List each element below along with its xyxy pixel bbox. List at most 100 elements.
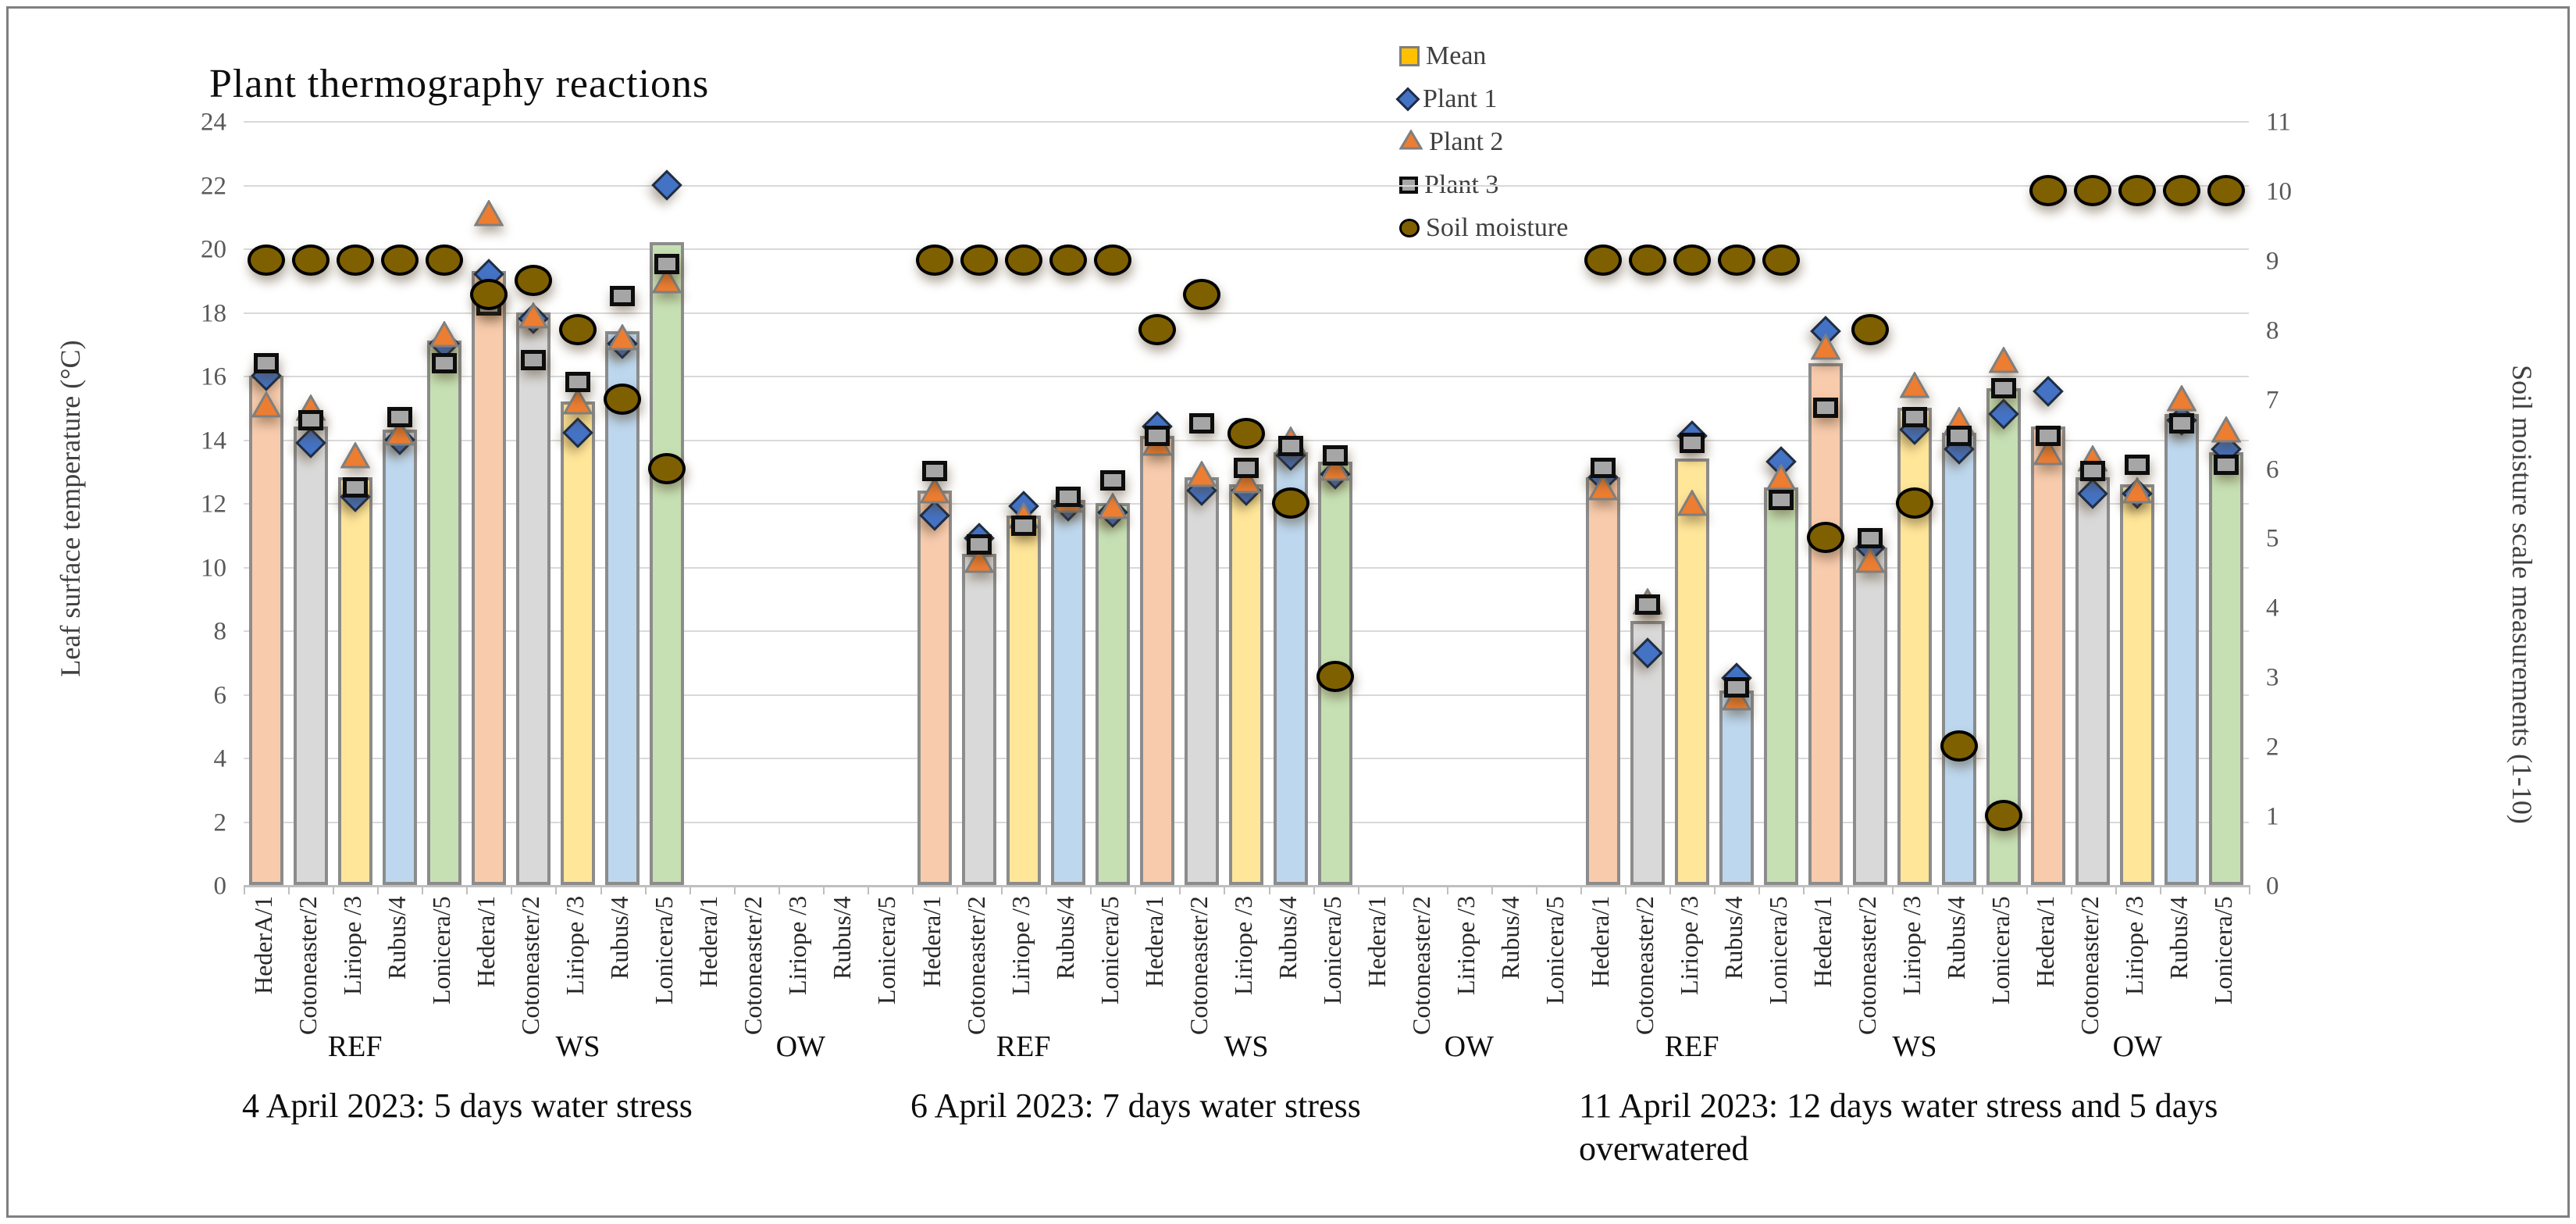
marker-plant3-square (921, 461, 947, 482)
treatment-label: WS (555, 1030, 600, 1063)
treatment-label: REF (1664, 1030, 1719, 1063)
axis-tick (288, 885, 290, 894)
marker-soil-circle (1896, 487, 1933, 519)
axis-tick (600, 885, 602, 894)
y-axis-tick-right: 0 (2266, 872, 2279, 901)
marker-soil-circle (2207, 174, 2246, 206)
bar-mean[interactable] (1674, 458, 1709, 885)
axis-tick (822, 885, 825, 894)
marker-soil-circle (1673, 244, 1711, 276)
marker-soil-circle (1227, 418, 1265, 450)
marker-soil-circle (1049, 244, 1087, 276)
bar-mean[interactable] (1006, 516, 1041, 885)
bar-mean[interactable] (515, 312, 550, 885)
axis-tick (644, 885, 647, 894)
bar-mean[interactable] (1050, 499, 1085, 885)
x-axis-line (244, 885, 2249, 887)
bar-mean[interactable] (248, 376, 283, 885)
marker-plant2-triangle (1186, 460, 1217, 491)
axis-tick (244, 885, 245, 894)
y-axis-tick-left: 14 (201, 426, 226, 455)
legend-item-mean[interactable]: Mean (1399, 34, 1568, 77)
bar-mean[interactable] (293, 426, 328, 885)
marker-plant2-triangle (964, 546, 995, 577)
marker-soil-circle (559, 313, 597, 345)
legend-item-plant1[interactable]: Plant 1 (1395, 77, 1568, 120)
bar-mean[interactable] (382, 430, 417, 885)
bar-mean[interactable] (2209, 451, 2244, 885)
axis-tick (2204, 885, 2206, 894)
marker-soil-circle (291, 244, 330, 276)
marker-plant3-square (253, 352, 279, 373)
axis-tick (1580, 885, 1582, 894)
y-axis-tick-left: 2 (213, 808, 227, 837)
y-axis-tick-left: 0 (213, 872, 227, 901)
marker-plant2-triangle (2211, 416, 2243, 447)
category-label: Lonicera/5 (872, 896, 901, 1005)
bar-mean[interactable] (1274, 451, 1309, 885)
y-axis-tick-left: 8 (213, 617, 227, 646)
y-axis-tick-left: 4 (213, 744, 227, 773)
marker-soil-circle (336, 244, 374, 276)
bar-mean[interactable] (2031, 426, 2066, 885)
bar-mean[interactable] (2075, 477, 2111, 885)
category-label: Rubus/4 (605, 896, 634, 980)
legend-item-soil[interactable]: Soil moisture (1399, 206, 1568, 249)
category-label: Cotoneaster/2 (1407, 896, 1436, 1035)
category-label: Cotoneaster/2 (293, 896, 322, 1035)
bar-mean[interactable] (605, 330, 640, 885)
bar-mean[interactable] (1852, 548, 1887, 885)
bar-mean[interactable] (1585, 477, 1620, 885)
bar-mean[interactable] (2164, 413, 2200, 885)
marker-soil-circle (2074, 174, 2112, 206)
marker-plant3-square (298, 410, 323, 431)
bar-mean[interactable] (1184, 477, 1219, 885)
bar-mean[interactable] (1139, 436, 1174, 885)
marker-plant3-square (1590, 458, 1616, 479)
bar-mean[interactable] (650, 241, 685, 885)
bar-mean[interactable] (1229, 484, 1263, 885)
bar-mean[interactable] (1763, 487, 1798, 885)
axis-tick (2115, 885, 2117, 894)
category-label: Hedera/1 (694, 896, 723, 988)
gridline (244, 184, 2249, 187)
bar-mean[interactable] (426, 341, 461, 885)
bar-mean[interactable] (917, 490, 952, 885)
bar-mean[interactable] (1942, 433, 1977, 885)
bar-mean[interactable] (1095, 503, 1130, 885)
legend-item-plant2[interactable]: Plant 2 (1398, 120, 1568, 163)
marker-plant2-triangle (1320, 454, 1351, 485)
bar-mean[interactable] (1808, 362, 1843, 885)
marker-plant2-triangle (1765, 463, 1797, 494)
marker-soil-circle (1940, 730, 1979, 762)
bar-mean[interactable] (471, 270, 506, 885)
marker-soil-circle (1985, 800, 2023, 832)
bar-mean[interactable] (337, 477, 372, 885)
bar-mean[interactable] (1897, 407, 1932, 885)
axis-tick (1357, 885, 1359, 894)
marker-plant2-triangle (2033, 437, 2064, 469)
y-axis-tick-right: 2 (2266, 733, 2279, 762)
marker-plant2-triangle (384, 419, 415, 450)
axis-tick (1981, 885, 1983, 894)
axis-tick (1446, 885, 1448, 894)
y-axis-tick-right: 4 (2266, 594, 2279, 623)
category-label: Rubus/4 (1050, 896, 1079, 980)
marker-plant2-triangle (1988, 345, 2019, 377)
marker-soil-circle (960, 244, 998, 276)
marker-soil-circle (1584, 244, 1622, 276)
category-label: Lonicera/5 (1986, 896, 2015, 1005)
axis-tick (2070, 885, 2072, 894)
bar-mean[interactable] (2120, 484, 2155, 885)
bar-mean[interactable] (961, 554, 996, 885)
axis-tick (466, 885, 469, 894)
marker-soil-circle (425, 244, 463, 276)
axis-tick (511, 885, 513, 894)
category-label: Rubus/4 (1942, 896, 1971, 980)
category-label: Cotoneaster/2 (1184, 896, 1213, 1035)
bar-mean[interactable] (1719, 691, 1754, 885)
treatment-label: OW (775, 1030, 825, 1063)
category-label: Hedera/1 (2031, 896, 2060, 988)
bar-mean[interactable] (561, 401, 595, 885)
marker-soil-circle (2163, 174, 2201, 206)
